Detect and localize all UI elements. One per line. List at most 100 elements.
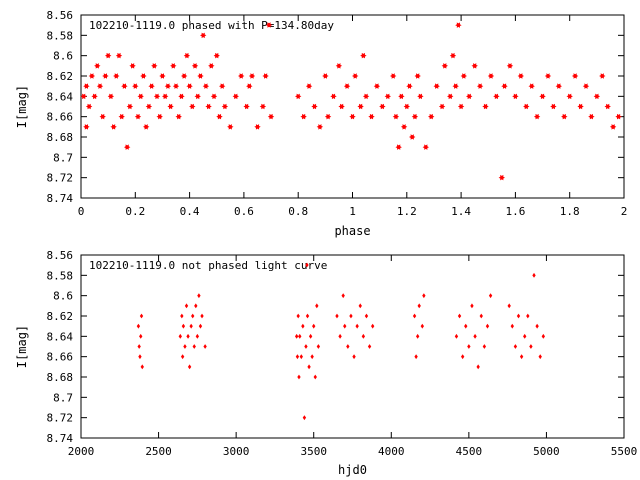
legend-marker: [305, 262, 309, 268]
data-point: [153, 93, 161, 100]
x-tick-label: 4500: [456, 445, 483, 458]
data-point: [305, 313, 310, 319]
data-point: [529, 344, 533, 349]
x-tick-label: 0.8: [288, 205, 308, 218]
data-point: [370, 323, 375, 329]
x-tick-label: 3000: [223, 445, 250, 458]
data-point: [307, 364, 311, 370]
data-point: [180, 354, 185, 360]
x-tick-label: 2000: [68, 445, 95, 458]
data-point: [186, 83, 193, 89]
data-point: [259, 103, 267, 110]
data-point: [118, 113, 125, 120]
data-point: [200, 313, 204, 319]
data-point: [532, 272, 536, 278]
phased-light-curve-panel: 8.56 8.58 8.6 8.62 8.64 8.66 8.68 8.7 8.72 8.74 0 0…: [15, 9, 627, 238]
data-point: [189, 323, 193, 329]
data-point: [533, 113, 541, 120]
data-point: [262, 73, 269, 79]
data-point: [246, 83, 253, 89]
data-point: [299, 354, 303, 360]
data-point: [254, 124, 261, 130]
data-point: [510, 323, 514, 329]
data-point: [441, 63, 448, 69]
data-point: [159, 73, 166, 79]
data-point: [476, 364, 480, 370]
data-point: [422, 293, 426, 299]
data-point: [615, 113, 622, 120]
data-point: [195, 333, 200, 339]
data-point: [414, 73, 421, 79]
chart-title: 102210-1119.0 phased with P=134.80day: [89, 19, 334, 32]
y-tick-label: 8.66: [47, 351, 74, 364]
data-point: [138, 354, 142, 360]
data-point: [487, 73, 495, 79]
data-point: [516, 313, 521, 319]
data-point: [507, 303, 511, 309]
data-point: [248, 73, 256, 79]
data-point: [471, 63, 478, 69]
data-point: [296, 313, 300, 319]
data-point: [208, 63, 215, 69]
data-point: [398, 93, 405, 100]
data-point: [203, 344, 207, 349]
data-point: [479, 313, 483, 319]
data-point: [392, 113, 400, 120]
data-point: [316, 124, 324, 130]
data-point: [528, 83, 535, 89]
y-tick-label: 8.66: [47, 111, 74, 124]
data-point: [136, 323, 141, 329]
data-point: [535, 323, 539, 329]
data-point: [181, 323, 186, 329]
data-point: [506, 63, 514, 69]
data-point: [294, 333, 299, 339]
data-point: [582, 83, 590, 89]
data-point: [338, 333, 342, 339]
data-point: [85, 103, 93, 110]
data-series: [80, 22, 622, 181]
data-point: [178, 333, 182, 339]
data-point: [338, 103, 345, 110]
data-point: [216, 113, 223, 120]
data-point: [197, 73, 204, 79]
x-tick-label: 0.4: [180, 205, 200, 218]
data-point: [330, 93, 337, 100]
data-point: [593, 93, 601, 100]
data-point: [191, 63, 199, 69]
data-point: [313, 374, 317, 380]
data-point: [295, 93, 302, 100]
data-point: [417, 93, 424, 100]
data-point: [311, 103, 318, 110]
data-point: [422, 144, 429, 150]
data-point: [406, 83, 413, 89]
data-point: [466, 93, 473, 100]
data-point: [197, 293, 201, 299]
data-point: [609, 124, 617, 130]
data-point: [341, 293, 345, 299]
data-point: [181, 73, 188, 79]
x-tick-label: 1.8: [560, 205, 580, 218]
data-point: [200, 32, 207, 39]
data-point: [390, 73, 397, 79]
data-point: [470, 303, 474, 309]
data-point: [447, 93, 454, 100]
data-point: [189, 103, 196, 110]
y-tick-label: 8.74: [47, 432, 74, 445]
data-point: [539, 93, 546, 100]
data-point: [300, 113, 307, 120]
y-tick-label: 8.62: [47, 70, 74, 83]
y-tick-label: 8.74: [47, 192, 74, 205]
unphased-light-curve-panel: 8.56 8.58 8.6 8.62 8.64 8.66 8.68 8.7 8.72 8.7420…: [15, 249, 637, 477]
data-point: [192, 344, 196, 349]
data-point: [346, 344, 350, 349]
data-point: [297, 374, 301, 380]
x-tick-label: 0: [78, 205, 85, 218]
data-point: [143, 124, 150, 130]
data-point: [310, 354, 314, 360]
data-point: [126, 103, 134, 110]
data-point: [99, 113, 106, 120]
data-series: [136, 272, 546, 421]
x-tick-label: 4000: [378, 445, 405, 458]
data-point: [94, 63, 101, 69]
data-point: [301, 323, 305, 329]
